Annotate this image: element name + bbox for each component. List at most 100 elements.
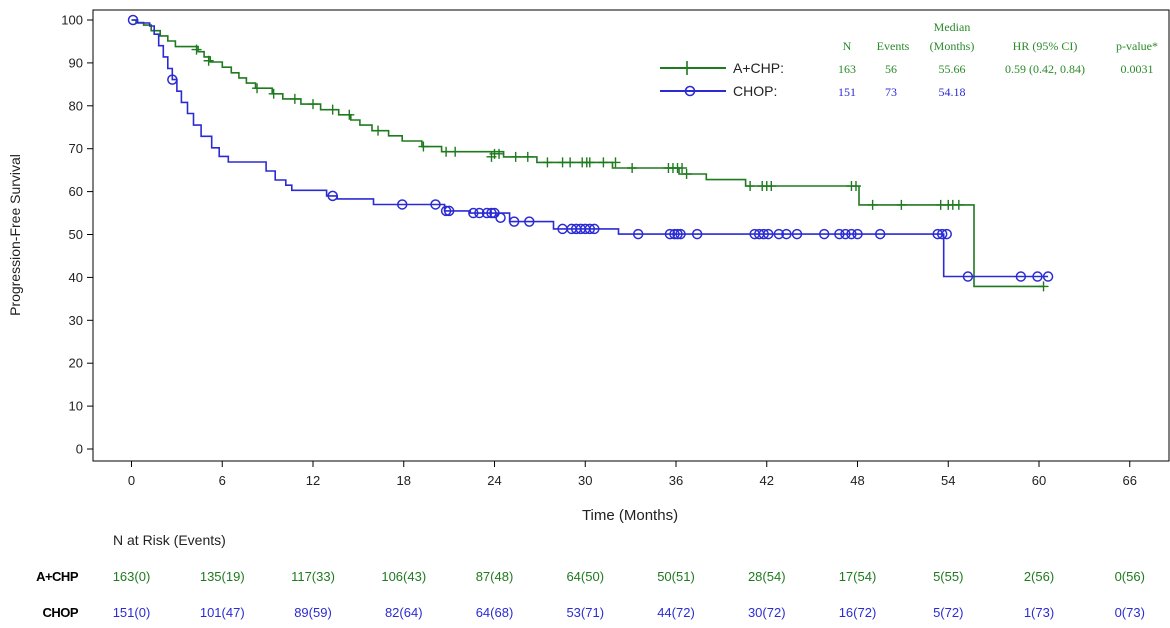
risk-value: 106(43) — [381, 569, 426, 584]
censor-mark — [289, 93, 300, 104]
x-tick-label: 42 — [760, 473, 774, 488]
censor-mark — [874, 228, 886, 240]
risk-value: 1(73) — [1024, 605, 1054, 620]
survival-curves — [127, 14, 1054, 292]
censor-mark — [598, 157, 609, 168]
censor-mark — [430, 199, 441, 210]
censor-mark — [896, 199, 907, 210]
series-a-chp — [131, 19, 1049, 292]
x-tick-label: 18 — [397, 473, 411, 488]
y-tick-label: 50 — [69, 227, 83, 242]
x-tick-label: 66 — [1123, 473, 1137, 488]
censor-mark — [344, 109, 355, 120]
risk-value: 101(47) — [200, 605, 245, 620]
censor-mark — [450, 146, 461, 157]
risk-table-title: N at Risk (Events) — [113, 532, 226, 548]
censor-mark — [745, 181, 756, 192]
y-axis-label: Progression-Free Survival — [7, 154, 23, 316]
legend-table: Median N Events (Months) HR (95% CI) p-v… — [838, 20, 1158, 99]
censor-mark — [610, 157, 621, 168]
risk-row-label: A+CHP — [36, 569, 79, 584]
censor-mark — [773, 228, 785, 240]
risk-value: 0(56) — [1115, 569, 1145, 584]
plot-border — [92, 9, 1170, 462]
x-tick-label: 24 — [487, 473, 501, 488]
censor-mark — [840, 228, 851, 240]
legend-chop-median: 54.18 — [939, 85, 966, 99]
censor-mark — [443, 205, 455, 217]
censor-mark — [691, 228, 703, 240]
legend-header-events: Events — [877, 39, 910, 53]
censor-mark — [1042, 271, 1054, 282]
x-tick-label: 60 — [1032, 473, 1046, 488]
legend-chop-n: 151 — [838, 85, 856, 99]
censor-mark — [486, 207, 497, 219]
y-tick-label: 20 — [69, 356, 83, 371]
legend-a-chp-events: 56 — [885, 62, 897, 76]
risk-value: 151(0) — [113, 605, 151, 620]
censor-mark — [846, 228, 857, 240]
censor-mark — [127, 14, 139, 26]
censor-mark — [589, 223, 600, 235]
legend-a-chp-median: 55.66 — [939, 62, 966, 76]
legend-header-median-top: Median — [934, 20, 971, 34]
x-axis: 0 6 12 18 24 30 36 42 48 54 60 66 — [128, 461, 1137, 488]
legend-header-n: N — [843, 39, 852, 53]
y-tick-label: 100 — [61, 13, 83, 28]
legend-item-a-chp: A+CHP: — [660, 60, 784, 76]
risk-value: 5(55) — [933, 569, 963, 584]
censor-mark — [418, 141, 429, 152]
censor-mark — [953, 199, 964, 210]
censor-mark — [440, 205, 452, 217]
censor-mark — [669, 228, 680, 240]
censor-mark — [252, 83, 263, 94]
censor-mark — [584, 157, 595, 168]
censor-mark — [852, 228, 863, 240]
x-tick-label: 6 — [219, 473, 226, 488]
survival-step-line-chop — [131, 19, 1049, 278]
censor-mark — [522, 151, 533, 162]
censor-mark — [766, 181, 777, 192]
censor-mark — [373, 125, 384, 136]
y-tick-label: 60 — [69, 184, 83, 199]
y-tick-label: 80 — [69, 98, 83, 113]
censor-mark — [791, 228, 803, 240]
censor-mark — [763, 228, 774, 240]
series-chop — [127, 14, 1054, 282]
censor-mark — [308, 99, 318, 110]
censor-mark — [468, 207, 479, 219]
legend-header-median: (Months) — [930, 39, 975, 53]
censor-mark — [672, 228, 683, 240]
legend-label-chop: CHOP: — [733, 83, 777, 99]
y-tick-label: 40 — [69, 270, 83, 285]
censor-mark — [936, 228, 948, 240]
censor-mark — [664, 228, 676, 240]
risk-value: 64(68) — [476, 605, 514, 620]
risk-row-a-chp: A+CHP 163(0) 135(19) 117(33) 106(43) 87(48) 64… — [36, 569, 1145, 584]
censor-mark — [327, 104, 338, 115]
risk-value: 117(33) — [291, 569, 335, 584]
censor-mark — [481, 207, 493, 219]
legend-chop-events: 73 — [885, 85, 897, 99]
y-tick-label: 30 — [69, 313, 83, 328]
x-tick-label: 54 — [941, 473, 955, 488]
censor-mark — [268, 88, 279, 99]
censor-mark — [818, 228, 830, 240]
censor-mark — [675, 228, 686, 240]
legend-header-hr: HR (95% CI) — [1013, 39, 1078, 53]
censor-mark — [781, 228, 792, 240]
risk-value: 82(64) — [385, 605, 423, 620]
legend: A+CHP: CHOP: Median N Events (Months) HR… — [660, 20, 1158, 99]
censor-mark — [850, 181, 861, 192]
legend-a-chp-pvalue: 0.0031 — [1121, 62, 1154, 76]
risk-value: 5(72) — [933, 605, 963, 620]
survival-step-line-a-chp — [131, 19, 1044, 288]
risk-table: A+CHP 163(0) 135(19) 117(33) 106(43) 87(48) 64… — [36, 569, 1145, 620]
x-axis-label: Time (Months) — [582, 507, 678, 524]
censor-mark — [681, 169, 692, 180]
censor-mark — [510, 151, 521, 162]
censor-mark — [1015, 271, 1027, 282]
legend-item-chop: CHOP: — [660, 83, 777, 99]
censor-mark — [542, 157, 553, 168]
